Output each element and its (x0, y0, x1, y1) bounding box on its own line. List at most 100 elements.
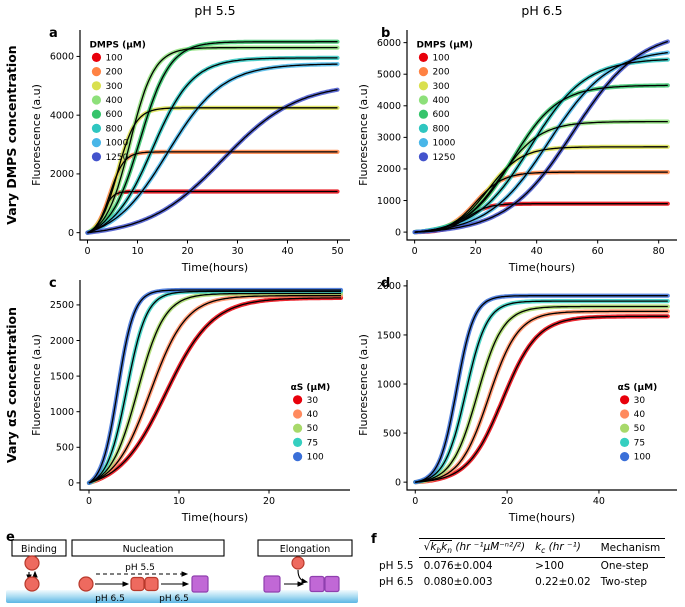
y-tick-label: 500 (383, 428, 401, 439)
ph55-path-label: pH 5.5 (125, 563, 155, 573)
ph65-path-label-1: pH 6.5 (95, 594, 125, 604)
y-tick-label: 3000 (377, 133, 401, 144)
kc-value: >100 (535, 560, 564, 573)
row-label-vary-as: Vary αS concentration (4, 306, 19, 464)
row-label-ph55: pH 5.5 (379, 559, 414, 572)
x-tick-label: 10 (173, 496, 185, 507)
legend-label-800: 800 (105, 124, 122, 134)
legend-marker-400 (91, 95, 102, 105)
y-tick-label: 1500 (377, 330, 401, 341)
row-label-ph65: pH 6.5 (379, 576, 414, 589)
stage-nucleation-label: Nucleation (123, 544, 174, 555)
rate-value: 0.080±0.003 (423, 576, 493, 589)
stage-binding-label: Binding (21, 544, 57, 555)
x-tick-label: 50 (331, 246, 343, 257)
stage-box-nucleation (71, 539, 225, 557)
y-tick-label: 5000 (377, 70, 401, 81)
row-label-vary-dmps: Vary DMPS concentration (4, 45, 19, 225)
x-tick-label: 20 (470, 246, 482, 257)
y-tick-label: 6000 (50, 52, 74, 63)
panel-letter-f: f (371, 532, 377, 547)
stage-elongation-label: Elongation (280, 544, 331, 555)
fit-line-30 (88, 297, 341, 484)
table-header-blank (374, 539, 419, 558)
y-tick-label: 1000 (377, 196, 401, 207)
elongation-monomer-icon (291, 556, 305, 570)
fit-line-100 (415, 295, 668, 483)
fit-line-1000 (87, 63, 338, 234)
column-header-ph65: pH 6.5 (521, 3, 563, 18)
y-axis-label: Fluorescence (a.u) (30, 334, 43, 436)
x-axis-label: Time(hours) (181, 511, 248, 524)
fit-line-600 (87, 41, 338, 234)
legend-label-100: 100 (634, 453, 651, 463)
legend-title: DMPS (μM) (89, 40, 145, 50)
legend-label-1250: 1250 (105, 153, 128, 163)
fit-line-100 (88, 289, 341, 484)
nucleation-monomer-icon (78, 576, 94, 592)
fit-line-400 (87, 46, 338, 234)
legend-label-600: 600 (105, 110, 122, 120)
legend-label-400: 400 (105, 96, 122, 106)
x-axis-label: Time(hours) (508, 261, 575, 274)
legend-label-100: 100 (105, 53, 122, 63)
kc-value: 0.22±0.02 (535, 576, 591, 589)
x-tick-label: 0 (84, 246, 90, 257)
y-tick-label: 0 (68, 478, 74, 489)
fibril-seed-icon (263, 575, 281, 593)
monomer-free-icon (24, 555, 40, 571)
legend-marker-50 (620, 423, 630, 433)
x-tick-label: 0 (86, 496, 92, 507)
legend-marker-100 (293, 452, 303, 462)
y-axis-label: Fluorescence (a.u) (357, 334, 370, 436)
x-tick-label: 20 (263, 496, 275, 507)
y-axis-label: Fluorescence (a.u) (30, 84, 43, 186)
fit-line-800 (414, 58, 668, 233)
axes-spine (406, 280, 677, 491)
panel-letter-c: c (49, 276, 57, 291)
legend-title: αS (μM) (618, 383, 658, 393)
fit-line-30 (415, 315, 668, 483)
legend-title: DMPS (μM) (416, 40, 472, 50)
mechanism-diagram: Binding Nucleation Elongation pH 5.5 pH … (6, 539, 358, 604)
legend-marker-40 (620, 409, 630, 419)
axes-spine (79, 280, 350, 491)
fit-line-40 (88, 295, 341, 484)
y-tick-label: 6000 (377, 38, 401, 49)
legend-label-200: 200 (432, 68, 449, 78)
axes-spine (79, 30, 350, 241)
panel-letter-b: b (381, 26, 391, 41)
y-tick-label: 0 (395, 477, 401, 488)
legend-label-600: 600 (432, 110, 449, 120)
legend-marker-50 (293, 423, 303, 433)
stage-box-binding (11, 539, 67, 557)
legend-marker-300 (91, 81, 102, 91)
legend-label-1000: 1000 (105, 139, 128, 149)
fit-line-50 (415, 305, 668, 483)
legend-label-40: 40 (634, 410, 646, 420)
chart-panel-c: 0 10 20 0 500 1000 1500 2000 2500 Time(hours) Fluo… (30, 280, 350, 524)
stage-box-elongation (257, 539, 353, 557)
fit-line-1250 (414, 40, 669, 233)
legend-label-800: 800 (432, 124, 449, 134)
legend-title: αS (μM) (291, 383, 331, 393)
table-row: pH 5.5 0.076±0.004 >100 One-step (374, 558, 665, 575)
legend-marker-300 (418, 81, 429, 91)
x-tick-label: 60 (592, 246, 604, 257)
x-tick-label: 20 (501, 496, 513, 507)
legend-label-40: 40 (307, 410, 319, 420)
fit-line-50 (88, 292, 341, 484)
y-tick-label: 2000 (377, 164, 401, 175)
fit-line-300 (87, 107, 338, 234)
fit-line-40 (415, 310, 668, 483)
ph65-path-label-2: pH 6.5 (159, 594, 189, 604)
fit-line-200 (414, 171, 668, 233)
legend-marker-30 (620, 395, 630, 405)
kinetics-table: √kbkn (hr ⁻¹μM⁻ⁿ²/²) kc (hr ⁻¹) Mechanis… (374, 537, 666, 590)
legend-marker-1250 (418, 152, 429, 162)
legend-marker-600 (91, 109, 102, 119)
table-header-kc: kc (hr ⁻¹) (530, 537, 596, 559)
legend-marker-800 (91, 123, 102, 133)
panel-letter-e: e (6, 530, 15, 545)
